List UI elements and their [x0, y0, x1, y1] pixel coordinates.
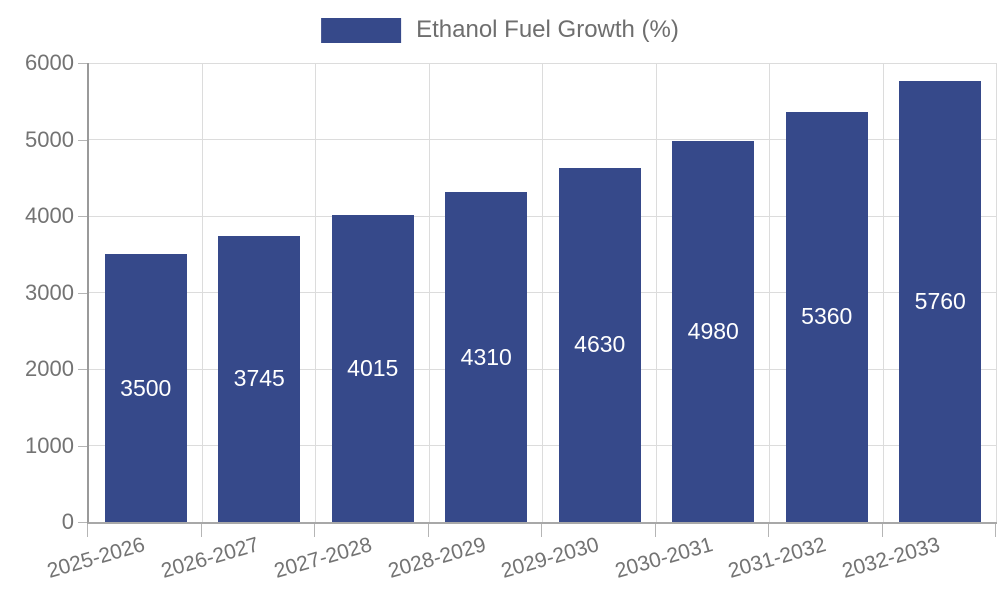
y-axis-tick-label: 3000 [25, 279, 74, 305]
bar-value-label: 4630 [574, 331, 626, 358]
x-axis-label-2027-2028: 2027-2028 [271, 533, 375, 583]
y-gridline [89, 445, 997, 446]
legend-swatch [321, 17, 402, 43]
y-gridline [89, 215, 997, 217]
x-gridline [542, 63, 543, 522]
x-axis-tick [87, 524, 88, 537]
x-gridline [201, 63, 203, 522]
bar-value-label: 4980 [687, 318, 739, 344]
y-axis-tick [78, 522, 87, 523]
x-axis-tick [654, 524, 656, 537]
x-axis-tick [200, 524, 202, 537]
bar-2030-2031[interactable]: 4980 [672, 141, 755, 522]
y-axis-tick-label: 0 [61, 509, 74, 534]
bar-value-label: 5760 [914, 288, 966, 315]
y-axis-tick-label: 6000 [25, 50, 74, 75]
x-gridline [428, 63, 430, 522]
bar-2029-2030[interactable]: 4630 [558, 167, 641, 522]
y-axis-tick [78, 369, 87, 370]
bar-2028-2029[interactable]: 4310 [445, 192, 528, 522]
x-axis-tick [881, 524, 883, 537]
bar-value-label: 4015 [347, 354, 399, 381]
legend[interactable]: Ethanol Fuel Growth (%) [321, 16, 679, 44]
y-axis-tick-label: 5000 [25, 126, 74, 152]
y-gridline [89, 368, 997, 370]
x-axis-label-2028-2029: 2028-2029 [385, 533, 489, 583]
bar-value-label: 4310 [460, 343, 512, 370]
x-gridline [315, 63, 316, 522]
bar-2032-2033[interactable]: 5760 [899, 81, 982, 522]
bar-2026-2027[interactable]: 3745 [218, 235, 301, 522]
bar-2027-2028[interactable]: 4015 [331, 214, 414, 522]
x-axis-label-2026-2027: 2026-2027 [158, 533, 262, 583]
bar-2031-2032[interactable]: 5360 [785, 111, 868, 522]
y-axis-tick-label: 2000 [25, 356, 74, 381]
plot-area: 3500 3745 4015 4310 4630 4980 5360 5760 [87, 62, 997, 524]
y-axis-tick-label: 4000 [25, 203, 74, 228]
x-axis-label-2025-2026: 2025-2026 [44, 533, 148, 583]
bar-value-label: 3745 [233, 365, 285, 392]
x-axis-tick [995, 524, 996, 537]
bar-value-label: 3500 [120, 374, 172, 401]
x-axis-tick [427, 524, 429, 537]
legend-label: Ethanol Fuel Growth (%) [416, 16, 679, 43]
y-axis-tick [78, 63, 87, 64]
x-axis-label-2030-2031: 2030-2031 [612, 533, 716, 583]
x-axis-tick [314, 524, 315, 537]
x-axis-tick [768, 524, 769, 537]
x-axis-label-2032-2033: 2032-2033 [839, 533, 943, 583]
x-gridline [996, 63, 997, 522]
x-axis-label-2031-2032: 2031-2032 [725, 533, 829, 583]
x-axis-tick [541, 524, 542, 537]
x-gridline [655, 63, 657, 522]
bar-2025-2026[interactable]: 3500 [104, 254, 187, 522]
bar-value-label: 5360 [801, 303, 853, 330]
y-gridline [89, 139, 997, 140]
y-axis-tick [78, 216, 87, 217]
y-axis-tick [78, 139, 87, 141]
y-gridline [89, 62, 997, 64]
y-axis-tick [78, 292, 87, 294]
x-gridline [882, 63, 884, 522]
x-gridline [769, 63, 770, 522]
y-axis-tick [78, 445, 87, 447]
y-axis-tick-label: 1000 [25, 432, 74, 458]
y-gridline [89, 292, 997, 293]
x-axis-label-2029-2030: 2029-2030 [498, 533, 602, 583]
